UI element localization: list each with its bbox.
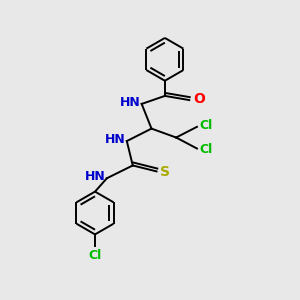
Text: HN: HN bbox=[119, 96, 140, 109]
Text: HN: HN bbox=[85, 170, 105, 183]
Text: S: S bbox=[160, 165, 170, 179]
Text: Cl: Cl bbox=[88, 249, 102, 262]
Text: Cl: Cl bbox=[199, 143, 213, 156]
Text: Cl: Cl bbox=[199, 119, 213, 132]
Text: O: O bbox=[193, 92, 205, 106]
Text: HN: HN bbox=[105, 133, 125, 146]
